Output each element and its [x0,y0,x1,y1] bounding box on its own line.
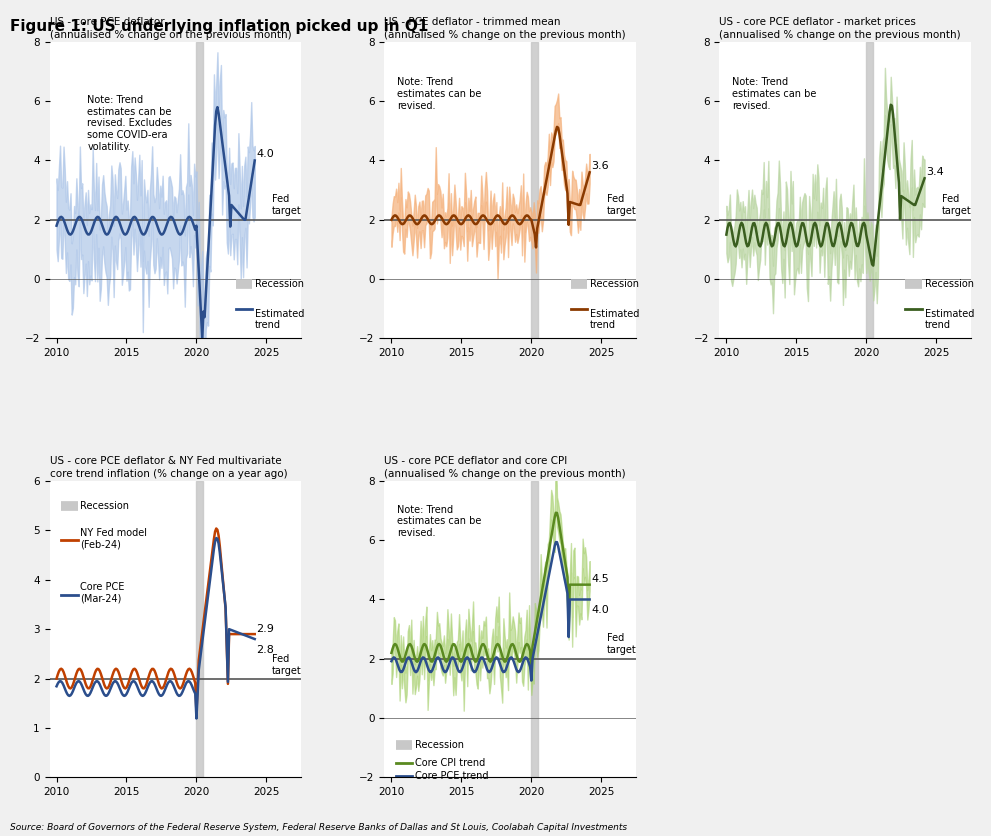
Text: 4.0: 4.0 [592,604,609,614]
Text: Recession: Recession [256,278,304,288]
Text: Estimated
trend: Estimated trend [256,308,304,330]
Text: Core CPI trend: Core CPI trend [415,757,486,767]
Text: Fed
target: Fed target [272,194,301,216]
Text: Estimated
trend: Estimated trend [925,308,974,330]
Text: Estimated
trend: Estimated trend [590,308,639,330]
Text: Recession: Recession [590,278,639,288]
Text: 3.6: 3.6 [592,161,609,171]
Text: NY Fed model
(Feb-24): NY Fed model (Feb-24) [80,528,148,549]
Text: US - PCE deflator - trimmed mean
(annualised % change on the previous month): US - PCE deflator - trimmed mean (annual… [385,18,626,39]
Text: 3.4: 3.4 [927,167,944,177]
Text: Note: Trend
estimates can be
revised.: Note: Trend estimates can be revised. [397,78,482,110]
Bar [196,42,203,339]
Text: Note: Trend
estimates can be
revised. Excludes
some COVID-era
volatility.: Note: Trend estimates can be revised. Ex… [87,95,172,151]
Bar [531,481,538,777]
Text: US - core PCE deflator & NY Fed multivariate
core trend inflation (% change on a: US - core PCE deflator & NY Fed multivar… [50,456,287,479]
Text: Recession: Recession [925,278,974,288]
Text: Recession: Recession [415,740,464,750]
Bar [196,481,203,777]
Bar [531,42,538,339]
Text: Figure 1: US underlying inflation picked up in Q1: Figure 1: US underlying inflation picked… [10,19,428,34]
Text: US - core PCE deflator
(annualised % change on the previous month): US - core PCE deflator (annualised % cha… [50,18,291,39]
Text: Fed
target: Fed target [606,194,636,216]
Text: Fed
target: Fed target [941,194,971,216]
Text: Core PCE trend: Core PCE trend [415,771,489,781]
Text: US - core PCE deflator - market prices
(annualised % change on the previous mont: US - core PCE deflator - market prices (… [719,18,961,39]
Text: 4.5: 4.5 [592,573,609,584]
Bar [866,42,873,339]
Text: Note: Trend
estimates can be
revised.: Note: Trend estimates can be revised. [397,505,482,538]
Text: Source: Board of Governors of the Federal Reserve System, Federal Reserve Banks : Source: Board of Governors of the Federa… [10,823,627,832]
Text: 2.9: 2.9 [257,624,275,634]
Text: Fed
target: Fed target [606,634,636,655]
Text: Core PCE
(Mar-24): Core PCE (Mar-24) [80,583,125,604]
Text: US - core PCE deflator and core CPI
(annualised % change on the previous month): US - core PCE deflator and core CPI (ann… [385,456,626,479]
Text: Note: Trend
estimates can be
revised.: Note: Trend estimates can be revised. [732,78,817,110]
Text: 4.0: 4.0 [257,150,275,160]
Text: Fed
target: Fed target [272,654,301,675]
Text: 2.8: 2.8 [257,645,275,655]
Text: Recession: Recession [80,501,130,511]
